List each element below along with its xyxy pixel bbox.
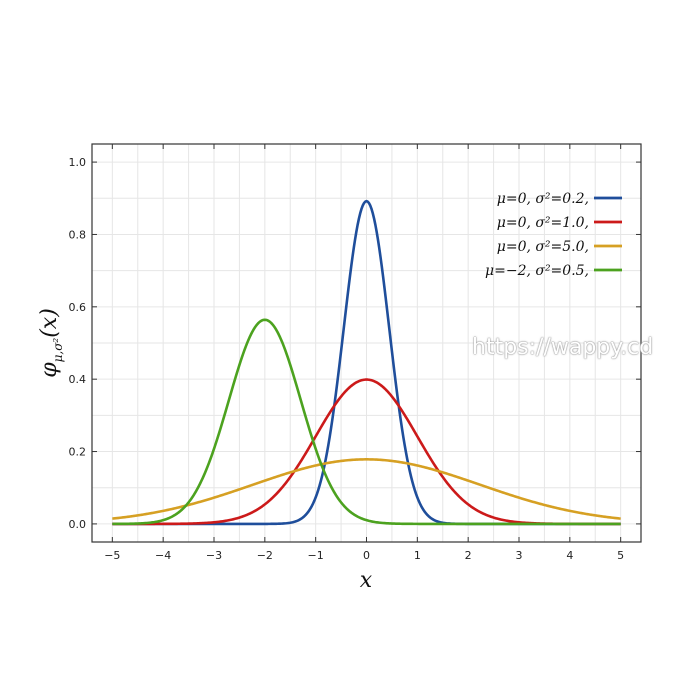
legend-label: μ=0, σ²=0.2, xyxy=(497,191,589,207)
x-tick-label: −1 xyxy=(308,549,324,562)
y-tick-label: 0.4 xyxy=(69,373,87,386)
y-tick-label: 0.0 xyxy=(69,518,87,531)
x-tick-label: 1 xyxy=(414,549,421,562)
x-tick-label: 0 xyxy=(363,549,370,562)
curves xyxy=(112,199,621,526)
svg-text:φμ,σ²(x): φμ,σ²(x) xyxy=(37,308,65,378)
legend-label: μ=−2, σ²=0.5, xyxy=(485,263,589,279)
series-line xyxy=(112,458,621,520)
x-tick-label: −2 xyxy=(257,549,273,562)
y-tick-label: 0.6 xyxy=(69,301,87,314)
legend-label: μ=0, σ²=5.0, xyxy=(497,239,589,255)
x-tick-label: 2 xyxy=(465,549,472,562)
y-tick-label: 0.2 xyxy=(69,446,87,459)
watermark: https://wappy.cd xyxy=(472,335,654,360)
y-axis-label-arg: (x) xyxy=(37,308,62,338)
legend: μ=0, σ²=0.2, μ=0, σ²=1.0, μ=0, σ²=5.0, μ=−2… xyxy=(485,191,622,279)
x-axis-label: x xyxy=(360,568,373,593)
y-axis-label-sub: μ,σ² xyxy=(51,338,65,363)
ticks: −5 −4 −3 −2 −1 0 1 2 3 4 5 0.0 0.2 0.4 0.6 0.8 1.0 xyxy=(69,144,641,562)
x-tick-label: −3 xyxy=(206,549,222,562)
y-axis-label-phi: φ xyxy=(37,362,62,378)
y-tick-label: 0.8 xyxy=(69,228,87,241)
x-tick-label: 4 xyxy=(566,549,573,562)
y-axis-label: φμ,σ²(x) xyxy=(37,308,65,378)
x-tick-label: 3 xyxy=(516,549,523,562)
x-tick-label: −4 xyxy=(155,549,171,562)
series-line xyxy=(112,318,621,526)
legend-label: μ=0, σ²=1.0, xyxy=(497,215,589,231)
x-tick-label: 5 xyxy=(617,549,624,562)
x-tick-label: −5 xyxy=(104,549,120,562)
y-tick-label: 1.0 xyxy=(69,156,87,169)
